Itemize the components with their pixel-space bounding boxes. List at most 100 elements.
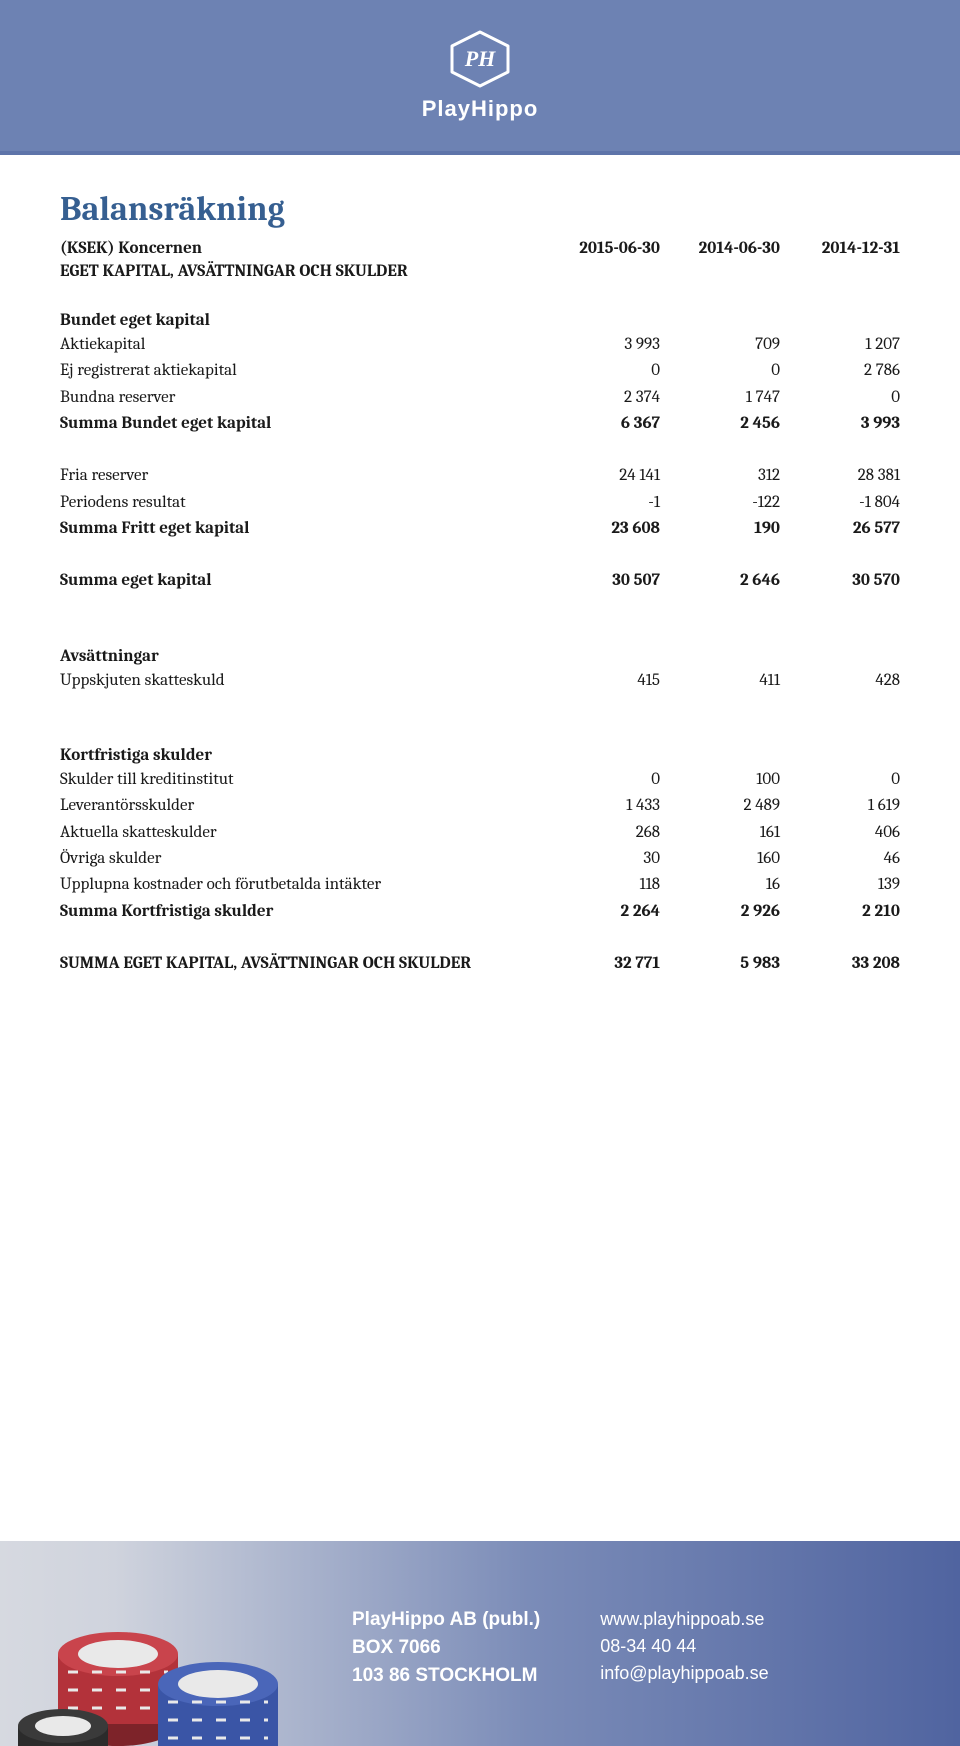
footer-box: BOX 7066 — [352, 1637, 540, 1659]
row-value: 23 608 — [540, 516, 660, 542]
row-value: 1 747 — [660, 385, 780, 411]
row-value: 428 — [780, 668, 900, 694]
row-value: 312 — [660, 463, 780, 489]
column-date-3: 2014-12-31 — [780, 239, 900, 258]
row-value: 0 — [540, 767, 660, 793]
row-value: 1 207 — [780, 332, 900, 358]
footer-company: PlayHippo AB (publ.) — [352, 1609, 540, 1631]
row-label: Summa Bundet eget kapital — [60, 411, 540, 437]
section-kortfristiga-title: Kortfristiga skulder — [60, 746, 900, 765]
row-value: 26 577 — [780, 516, 900, 542]
row-value: 160 — [660, 846, 780, 872]
row-value: 406 — [780, 820, 900, 846]
row-value: 30 507 — [540, 568, 660, 594]
row-value: 1 433 — [540, 793, 660, 819]
footer-text: PlayHippo AB (publ.) BOX 7066 103 86 STO… — [352, 1609, 769, 1687]
table-row: Fria reserver 24 141 312 28 381 — [60, 463, 900, 489]
row-value: 5 983 — [660, 951, 780, 977]
table-row: Ej registrerat aktiekapital 0 0 2 786 — [60, 358, 900, 384]
page-title: Balansräkning — [60, 189, 900, 229]
table-row: Aktiekapital 3 993 709 1 207 — [60, 332, 900, 358]
row-value: -122 — [660, 490, 780, 516]
table-row-sum: Summa eget kapital 30 507 2 646 30 570 — [60, 568, 900, 594]
table-row-sum: Summa Fritt eget kapital 23 608 190 26 5… — [60, 516, 900, 542]
table-row-sum: Summa Bundet eget kapital 6 367 2 456 3 … — [60, 411, 900, 437]
row-label: Leverantörsskulder — [60, 793, 540, 819]
row-value: 2 926 — [660, 899, 780, 925]
row-value: 2 786 — [780, 358, 900, 384]
footer: PlayHippo AB (publ.) BOX 7066 103 86 STO… — [0, 1541, 960, 1746]
row-value: 16 — [660, 872, 780, 898]
table-row-sum: Summa Kortfristiga skulder 2 264 2 926 2… — [60, 899, 900, 925]
row-value: 32 771 — [540, 951, 660, 977]
poker-chips-icon — [18, 1546, 318, 1746]
svg-text:PH: PH — [464, 46, 496, 71]
footer-contact: www.playhippoab.se 08-34 40 44 info@play… — [600, 1609, 768, 1687]
row-value: 2 456 — [660, 411, 780, 437]
row-value: 0 — [660, 358, 780, 384]
hexagon-ph-icon: PH — [448, 30, 512, 88]
footer-city: 103 86 STOCKHOLM — [352, 1665, 540, 1687]
row-label: Summa Fritt eget kapital — [60, 516, 540, 542]
page: PH PlayHippo Balansräkning (KSEK) Koncer… — [0, 0, 960, 1746]
column-date-2: 2014-06-30 — [660, 239, 780, 258]
row-label: Fria reserver — [60, 463, 540, 489]
column-label: (KSEK) Koncernen — [60, 239, 540, 258]
row-label: Periodens resultat — [60, 490, 540, 516]
footer-address: PlayHippo AB (publ.) BOX 7066 103 86 STO… — [352, 1609, 540, 1687]
table-row: Skulder till kreditinstitut 0 100 0 — [60, 767, 900, 793]
row-label: Summa Kortfristiga skulder — [60, 899, 540, 925]
row-value: 46 — [780, 846, 900, 872]
row-value: -1 804 — [780, 490, 900, 516]
row-value: 33 208 — [780, 951, 900, 977]
row-value: 118 — [540, 872, 660, 898]
brand-text: PlayHippo — [422, 96, 539, 122]
brand-logo: PH PlayHippo — [422, 30, 539, 122]
row-value: -1 — [540, 490, 660, 516]
row-value: 6 367 — [540, 411, 660, 437]
row-value: 3 993 — [780, 411, 900, 437]
row-value: 2 489 — [660, 793, 780, 819]
row-value: 2 646 — [660, 568, 780, 594]
table-row-grandsum: SUMMA EGET KAPITAL, AVSÄTTNINGAR OCH SKU… — [60, 951, 900, 977]
table-row: Leverantörsskulder 1 433 2 489 1 619 — [60, 793, 900, 819]
subheader: EGET KAPITAL, AVSÄTTNINGAR OCH SKULDER — [60, 262, 900, 281]
section-avsattningar-title: Avsättningar — [60, 647, 900, 666]
row-value: 30 — [540, 846, 660, 872]
section-bundet-title: Bundet eget kapital — [60, 311, 900, 330]
row-label: Aktiekapital — [60, 332, 540, 358]
footer-phone: 08-34 40 44 — [600, 1636, 768, 1657]
row-label: Skulder till kreditinstitut — [60, 767, 540, 793]
footer-url: www.playhippoab.se — [600, 1609, 768, 1630]
row-value: 24 141 — [540, 463, 660, 489]
footer-email: info@playhippoab.se — [600, 1663, 768, 1684]
row-value: 30 570 — [780, 568, 900, 594]
row-value: 411 — [660, 668, 780, 694]
row-value: 415 — [540, 668, 660, 694]
row-value: 2 374 — [540, 385, 660, 411]
table-row: Uppskjuten skatteskuld 415 411 428 — [60, 668, 900, 694]
row-value: 28 381 — [780, 463, 900, 489]
row-value: 1 619 — [780, 793, 900, 819]
row-value: 2 264 — [540, 899, 660, 925]
header-band: PH PlayHippo — [0, 0, 960, 155]
row-label: Summa eget kapital — [60, 568, 540, 594]
row-label: Aktuella skatteskulder — [60, 820, 540, 846]
table-row: Övriga skulder 30 160 46 — [60, 846, 900, 872]
row-value: 190 — [660, 516, 780, 542]
table-row: Bundna reserver 2 374 1 747 0 — [60, 385, 900, 411]
content: Balansräkning (KSEK) Koncernen 2015-06-3… — [0, 155, 960, 978]
row-label: Uppskjuten skatteskuld — [60, 668, 540, 694]
row-value: 2 210 — [780, 899, 900, 925]
row-value: 0 — [780, 385, 900, 411]
column-date-1: 2015-06-30 — [540, 239, 660, 258]
columns-header: (KSEK) Koncernen 2015-06-30 2014-06-30 2… — [60, 239, 900, 258]
row-value: 3 993 — [540, 332, 660, 358]
row-value: 161 — [660, 820, 780, 846]
row-label: Ej registrerat aktiekapital — [60, 358, 540, 384]
row-value: 268 — [540, 820, 660, 846]
row-value: 0 — [780, 767, 900, 793]
row-value: 0 — [540, 358, 660, 384]
row-value: 100 — [660, 767, 780, 793]
row-value: 709 — [660, 332, 780, 358]
